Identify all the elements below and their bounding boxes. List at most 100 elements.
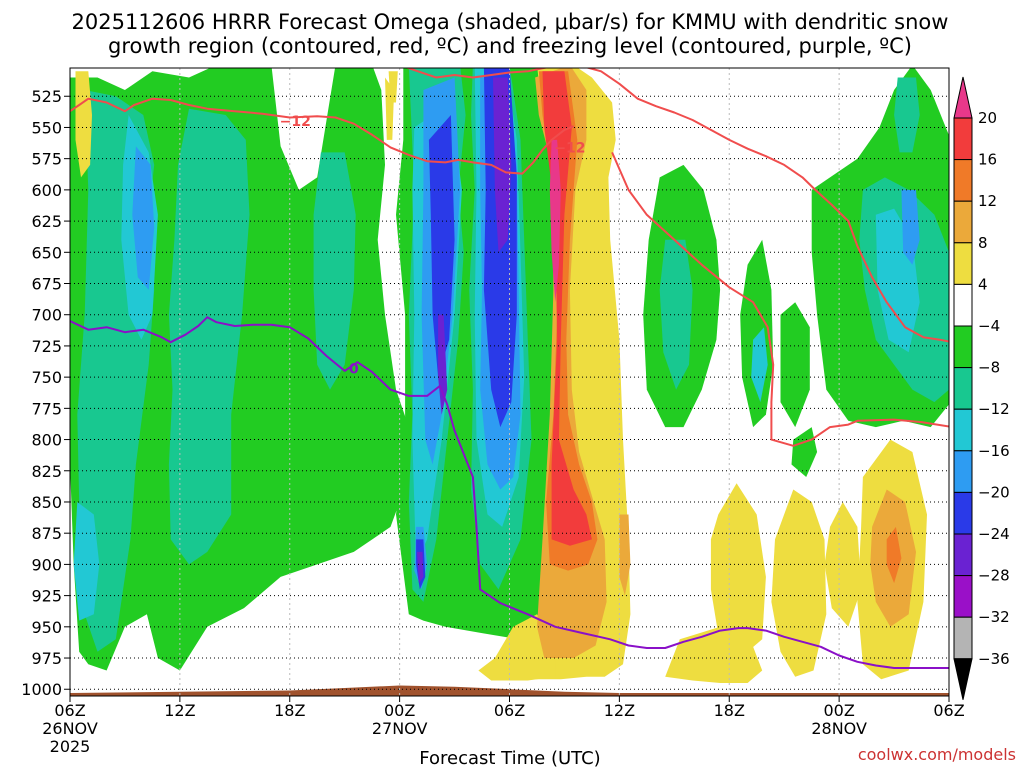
snow-growth-contour <box>70 97 574 175</box>
colorbar-swatch <box>953 283 973 327</box>
colorbar-swatch <box>953 408 973 452</box>
colorbar-label: −12 <box>978 400 1010 418</box>
y-tick-label: 750 <box>31 368 62 387</box>
omega-region <box>417 551 424 584</box>
colorbar-label: −32 <box>978 608 1010 626</box>
omega-region <box>132 146 155 290</box>
omega-region <box>740 239 774 428</box>
snow-growth-contour <box>611 151 949 447</box>
omega-region <box>493 77 512 253</box>
colorbar-swatch <box>953 117 973 161</box>
omega-region <box>771 489 827 677</box>
colorbar: 20 16 12 8 4 −4 −8 −12 −16 −20 −24 −28 −32 −36 <box>953 76 1010 700</box>
colorbar-swatch <box>953 575 973 618</box>
omega-region <box>385 77 395 140</box>
x-tick-label: 26NOV <box>42 719 98 738</box>
omega-region <box>894 77 920 153</box>
colorbar-swatch <box>953 200 973 244</box>
x-tick-label: 06Z <box>933 701 964 720</box>
x-tick-label: 00Z <box>823 701 854 720</box>
omega-shading <box>70 68 949 683</box>
y-tick-label: 600 <box>31 181 62 200</box>
omega-region <box>168 108 250 565</box>
y-tick-label: 550 <box>31 118 62 137</box>
omega-region <box>751 327 768 403</box>
y-tick-label: 675 <box>31 275 62 294</box>
y-tick-label: 525 <box>31 87 62 106</box>
omega-region <box>659 239 693 390</box>
x-axis-label: Forecast Time (UTC) <box>419 748 600 768</box>
gridlines <box>69 68 950 696</box>
freezing-level-label: 0 <box>349 361 359 377</box>
y-tick-label: 900 <box>31 555 62 574</box>
omega-region <box>549 139 561 303</box>
colorbar-swatch <box>953 533 973 577</box>
y-tick-label: 975 <box>31 649 62 668</box>
omega-region <box>780 302 810 428</box>
y-tick-label: 775 <box>31 399 62 418</box>
omega-region <box>886 526 902 584</box>
omega-region <box>710 483 766 658</box>
colorbar-label: −8 <box>978 359 1000 377</box>
colorbar-label: 20 <box>978 109 997 127</box>
colorbar-top-arrow <box>953 76 973 119</box>
y-tick-label: 850 <box>31 493 62 512</box>
colorbar-swatch <box>953 491 973 535</box>
contour-lines: −12 −12 0 <box>70 68 949 669</box>
x-tick-label: 27NOV <box>372 719 428 738</box>
y-tick-label: 650 <box>31 243 62 262</box>
y-tick-label: 625 <box>31 212 62 231</box>
omega-region <box>313 152 356 390</box>
colorbar-label: 4 <box>978 275 988 293</box>
omega-region <box>73 502 100 621</box>
colorbar-swatch <box>953 325 973 369</box>
y-tick-label: 925 <box>31 587 62 606</box>
colorbar-label: −20 <box>978 483 1010 501</box>
colorbar-bottom-arrow <box>953 658 973 700</box>
y-axis-ticks: 525 550 575 600 625 650 675 700 725 750 775 800 825 8… <box>21 87 70 699</box>
colorbar-swatch <box>953 367 973 410</box>
colorbar-label: 16 <box>978 151 997 169</box>
snow-growth-label: −12 <box>280 114 311 130</box>
x-tick-label: 12Z <box>164 701 195 720</box>
x-tick-label: 06Z <box>494 701 525 720</box>
credit-text: coolwx.com/models <box>858 745 1016 764</box>
y-tick-label: 825 <box>31 462 62 481</box>
y-tick-label: 1000 <box>21 680 62 699</box>
x-tick-label: 18Z <box>274 701 305 720</box>
colorbar-label: −16 <box>978 442 1010 460</box>
colorbar-label: −36 <box>978 650 1010 668</box>
omega-region <box>619 514 631 596</box>
omega-region <box>428 115 455 378</box>
y-tick-label: 875 <box>31 524 62 543</box>
x-tick-label: 00Z <box>384 701 415 720</box>
omega-region <box>901 189 920 265</box>
colorbar-label: −24 <box>978 525 1010 543</box>
omega-region <box>478 614 556 681</box>
y-tick-label: 700 <box>31 306 62 325</box>
x-tick-label: 28NOV <box>811 719 867 738</box>
colorbar-swatch <box>953 616 973 660</box>
snow-growth-label: −12 <box>554 140 585 156</box>
colorbar-swatch <box>953 242 973 285</box>
colorbar-swatch <box>953 450 973 493</box>
colorbar-label: −4 <box>978 317 1000 335</box>
colorbar-label: −28 <box>978 567 1010 585</box>
colorbar-swatch <box>953 159 973 202</box>
x-tick-label: 12Z <box>604 701 635 720</box>
x-tick-label: 2025 <box>50 737 91 756</box>
snow-growth-contour <box>405 68 949 343</box>
y-tick-label: 800 <box>31 431 62 450</box>
x-tick-label: 06Z <box>54 701 85 720</box>
y-tick-label: 725 <box>31 337 62 356</box>
colorbar-label: 12 <box>978 192 997 210</box>
y-tick-label: 575 <box>31 150 62 169</box>
chart-title-line-1: 2025112606 HRRR Forecast Omega (shaded, … <box>72 10 949 34</box>
chart-title-line-2: growth region (contoured, red, ºC) and f… <box>108 34 912 58</box>
colorbar-label: 8 <box>978 234 988 252</box>
x-tick-label: 18Z <box>714 701 745 720</box>
freezing-level-contour <box>70 316 949 669</box>
y-tick-label: 950 <box>31 618 62 637</box>
